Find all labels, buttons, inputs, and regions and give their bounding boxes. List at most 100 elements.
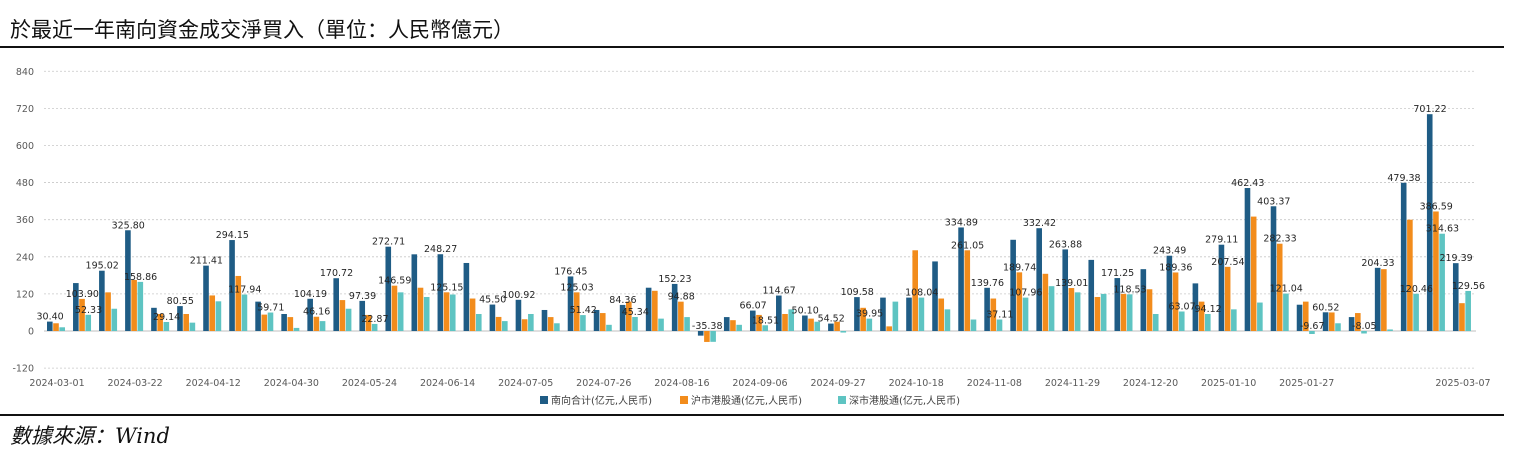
data-label: 263.88 bbox=[1049, 239, 1082, 250]
data-label: 18.51 bbox=[752, 315, 779, 326]
data-label: 63.07 bbox=[1168, 301, 1195, 312]
bar-s0-22 bbox=[619, 304, 626, 331]
data-label: 314.63 bbox=[1426, 224, 1459, 235]
y-tick-label: 240 bbox=[16, 252, 34, 263]
bar-s1-33 bbox=[912, 250, 918, 331]
bar-s0-23 bbox=[645, 287, 652, 331]
x-tick-label: 2024-07-05 bbox=[498, 378, 553, 389]
bar-s0-10 bbox=[307, 298, 313, 331]
bar-s0-12 bbox=[359, 300, 366, 331]
data-label: 243.49 bbox=[1153, 246, 1186, 257]
page-title: 於最近一年南向資金成交淨買入（單位：人民幣億元） bbox=[10, 18, 514, 42]
bar-s1-37 bbox=[1016, 272, 1023, 331]
bar-s2-43 bbox=[1178, 311, 1185, 331]
data-label: 248.27 bbox=[424, 244, 457, 255]
bar-s0-0 bbox=[47, 321, 53, 331]
data-label: 479.38 bbox=[1387, 173, 1420, 184]
bar-s1-42 bbox=[1146, 289, 1153, 331]
legend-label-0: 南向合计(亿元,人民币) bbox=[551, 394, 652, 407]
data-label: 189.36 bbox=[1159, 262, 1192, 273]
bar-s2-35 bbox=[970, 319, 977, 331]
data-label: 100.92 bbox=[502, 290, 535, 301]
bar-s0-8 bbox=[255, 301, 261, 331]
bar-s1-31 bbox=[860, 307, 866, 331]
bar-s0-20 bbox=[567, 276, 574, 331]
data-label: 189.74 bbox=[1003, 262, 1036, 273]
bar-s0-9 bbox=[281, 313, 287, 331]
bar-s2-23 bbox=[658, 318, 664, 331]
source-note: 數據來源：Wind bbox=[10, 424, 170, 448]
bar-s0-48 bbox=[1296, 304, 1303, 331]
bar-s0-32 bbox=[880, 297, 886, 331]
data-label: 94.12 bbox=[1194, 304, 1221, 315]
x-tick-label: 2025-03-07 bbox=[1435, 378, 1490, 389]
data-label: 52.33 bbox=[75, 305, 102, 316]
bar-s2-44 bbox=[1205, 313, 1211, 331]
bar-s2-49 bbox=[1335, 323, 1341, 331]
data-label: 204.33 bbox=[1361, 258, 1394, 269]
bar-s1-24 bbox=[678, 301, 684, 331]
data-label: 84.36 bbox=[609, 295, 636, 306]
data-label: 107.96 bbox=[1009, 288, 1042, 299]
bar-s2-0 bbox=[59, 327, 65, 331]
data-label: 39.95 bbox=[856, 309, 883, 320]
bar-s0-26 bbox=[723, 317, 730, 331]
bar-s1-19 bbox=[547, 317, 554, 331]
bar-s2-14 bbox=[423, 296, 430, 331]
bar-s0-18 bbox=[515, 299, 522, 331]
bar-s2-36 bbox=[996, 319, 1003, 331]
bar-s2-41 bbox=[1126, 294, 1133, 331]
bar-s1-41 bbox=[1120, 293, 1127, 331]
data-label: -35.38 bbox=[692, 321, 723, 332]
data-label: 146.59 bbox=[378, 276, 411, 287]
bar-s0-46 bbox=[1244, 188, 1251, 331]
y-tick-label: 720 bbox=[16, 104, 34, 115]
bar-s1-8 bbox=[261, 314, 268, 331]
data-label: 211.41 bbox=[190, 256, 223, 267]
bar-s0-44 bbox=[1192, 283, 1199, 331]
bar-s1-1 bbox=[79, 298, 85, 331]
x-tick-label: 2024-09-06 bbox=[732, 378, 787, 389]
data-label: -8.05 bbox=[1352, 321, 1377, 332]
y-tick-label: 0 bbox=[28, 327, 34, 338]
data-label: 118.53 bbox=[1113, 284, 1146, 295]
x-tick-label: 2024-07-26 bbox=[576, 378, 631, 389]
y-tick-label: 480 bbox=[16, 178, 34, 189]
x-tick-label: 2024-08-16 bbox=[654, 378, 709, 389]
bar-s1-49 bbox=[1328, 312, 1335, 331]
bar-s0-43 bbox=[1166, 255, 1173, 331]
data-label: 139.01 bbox=[1055, 278, 1088, 289]
bar-s0-3 bbox=[125, 230, 131, 331]
bar-s1-54 bbox=[1459, 303, 1465, 331]
bar-s0-24 bbox=[671, 283, 678, 331]
bar-s2-11 bbox=[345, 308, 352, 331]
bar-chart: -120 0 120 240 360 480 600 720 840 30.40 103.90 52.… bbox=[12, 67, 1490, 407]
bar-s1-51 bbox=[1381, 269, 1387, 331]
legend-label-2: 深市港股通(亿元,人民币) bbox=[849, 394, 960, 407]
bar-s2-15 bbox=[449, 294, 456, 331]
bar-s2-8 bbox=[267, 312, 274, 331]
bar-s1-9 bbox=[287, 317, 294, 331]
bar-s0-31 bbox=[854, 297, 860, 331]
bar-s0-49 bbox=[1322, 312, 1329, 331]
data-label: 46.16 bbox=[303, 307, 330, 318]
y-tick-label: 600 bbox=[16, 141, 34, 152]
bar-s2-9 bbox=[293, 327, 300, 331]
data-label: 97.39 bbox=[349, 291, 376, 302]
data-label: 45.34 bbox=[622, 307, 649, 318]
bar-s0-27 bbox=[749, 310, 756, 331]
data-label: 60.52 bbox=[1312, 302, 1339, 313]
bar-s1-11 bbox=[339, 300, 346, 331]
bar-s1-34 bbox=[938, 298, 945, 331]
bar-s1-50 bbox=[1355, 313, 1361, 331]
bar-s1-53 bbox=[1433, 211, 1439, 331]
bar-s1-52 bbox=[1407, 219, 1413, 331]
bar-s0-16 bbox=[463, 262, 470, 331]
bar-s1-17 bbox=[495, 316, 502, 331]
data-label: 80.55 bbox=[167, 296, 194, 307]
data-label: 139.76 bbox=[971, 278, 1004, 289]
bar-s1-14 bbox=[417, 287, 424, 331]
bar-s2-32 bbox=[892, 301, 899, 331]
data-label: 219.39 bbox=[1439, 253, 1472, 264]
y-tick-label: 360 bbox=[16, 215, 34, 226]
